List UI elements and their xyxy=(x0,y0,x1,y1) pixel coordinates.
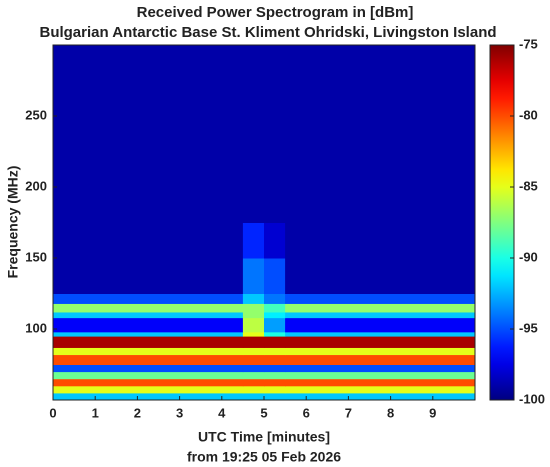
heatmap-cell xyxy=(264,347,286,356)
x-tick-label: 7 xyxy=(345,405,352,420)
heatmap-cell xyxy=(285,371,476,380)
heatmap-cell xyxy=(285,347,476,356)
heatmap-cell xyxy=(285,293,476,304)
x-tick-label: 4 xyxy=(218,405,226,420)
heatmap-cell xyxy=(242,222,265,259)
heatmap-cell xyxy=(53,385,244,394)
colorbar-tick-label: -85 xyxy=(519,178,538,193)
heatmap-cell xyxy=(242,258,265,294)
heatmap-cell xyxy=(285,392,476,401)
heatmap-cell xyxy=(242,364,265,373)
heatmap-cell xyxy=(285,45,476,223)
heatmap-cell xyxy=(285,354,476,365)
heatmap-cell xyxy=(53,354,244,365)
heatmap-cell xyxy=(53,293,244,304)
heatmap-cell xyxy=(242,336,265,348)
heatmap-cell xyxy=(242,354,265,365)
heatmap-cell xyxy=(264,378,286,387)
heatmap-cell xyxy=(285,378,476,387)
chart-subtitle: Bulgarian Antarctic Base St. Kliment Ohr… xyxy=(39,24,496,41)
heatmap-cell xyxy=(264,303,286,313)
heatmap-cell xyxy=(264,354,286,365)
x-tick-label: 9 xyxy=(429,405,436,420)
heatmap-cell xyxy=(264,364,286,373)
y-tick-label: 150 xyxy=(25,249,47,264)
colorbar-tick-label: -90 xyxy=(519,249,538,264)
colorbar-tick-label: -80 xyxy=(519,107,538,122)
heatmap-cell xyxy=(264,385,286,394)
heatmap-cell xyxy=(53,311,244,319)
heatmap-cell xyxy=(53,378,244,387)
heatmap-cell xyxy=(285,336,476,348)
heatmap-cell xyxy=(242,385,265,394)
heatmap-cell xyxy=(264,331,286,337)
heatmap-cell xyxy=(264,258,286,294)
x-axis-label: UTC Time [minutes] xyxy=(198,429,330,445)
heatmap-cell xyxy=(53,258,244,294)
colorbar xyxy=(489,44,515,401)
y-tick-label: 250 xyxy=(25,107,47,122)
heatmap-cell xyxy=(264,45,286,223)
heatmap-cell xyxy=(264,371,286,380)
heatmap-cell xyxy=(285,317,476,333)
colorbar-tick-label: -75 xyxy=(519,36,538,51)
heatmap-cell xyxy=(285,311,476,319)
y-axis-label: Frequency (MHz) xyxy=(5,166,21,279)
heatmap-cell xyxy=(264,392,286,401)
heatmap-cell xyxy=(53,331,244,337)
heatmap-cell xyxy=(53,347,244,356)
x-axis-note: from 19:25 05 Feb 2026 xyxy=(187,449,341,465)
heatmap-cell xyxy=(53,336,244,348)
x-tick-label: 1 xyxy=(92,405,99,420)
heatmap-cell xyxy=(242,45,265,223)
x-tick-label: 6 xyxy=(303,405,310,420)
heatmap-cell xyxy=(53,392,244,401)
heatmap-cell xyxy=(264,311,286,319)
x-tick-label: 8 xyxy=(387,405,394,420)
heatmap-cell xyxy=(285,385,476,394)
heatmap-cell xyxy=(285,222,476,259)
heatmap-cell xyxy=(53,45,244,223)
heatmap-cell xyxy=(53,303,244,313)
x-tick-label: 3 xyxy=(176,405,183,420)
heatmap-cell xyxy=(242,303,265,313)
heatmap-cell xyxy=(264,222,286,259)
y-tick-label: 200 xyxy=(25,178,47,193)
heatmap-cell xyxy=(242,392,265,401)
heatmap-cell xyxy=(242,371,265,380)
heatmap-cell xyxy=(285,303,476,313)
x-tick-label: 2 xyxy=(134,405,141,420)
heatmap-cell xyxy=(53,364,244,373)
x-tick-label: 5 xyxy=(260,405,267,420)
heatmap-cell xyxy=(264,293,286,304)
heatmap-cell xyxy=(285,331,476,337)
heatmap-cell xyxy=(285,258,476,294)
heatmap-cell xyxy=(242,331,265,337)
heatmap-cell xyxy=(242,378,265,387)
heatmap-cell xyxy=(53,371,244,380)
heatmap-cell xyxy=(53,317,244,333)
heatmap-cell xyxy=(264,336,286,348)
heatmap-cell xyxy=(242,347,265,356)
heatmap-cell xyxy=(242,293,265,304)
colorbar-tick-label: -95 xyxy=(519,320,538,335)
heatmap-cell xyxy=(53,222,244,259)
heatmap-cell xyxy=(264,317,286,333)
chart-title: Received Power Spectrogram in [dBm] xyxy=(137,4,414,21)
colorbar-tick-label: -100 xyxy=(519,391,545,406)
y-tick-label: 100 xyxy=(25,320,47,335)
heatmap-cell xyxy=(285,364,476,373)
heatmap-cell xyxy=(242,317,265,333)
x-tick-label: 0 xyxy=(49,405,56,420)
heatmap-cell xyxy=(242,311,265,319)
